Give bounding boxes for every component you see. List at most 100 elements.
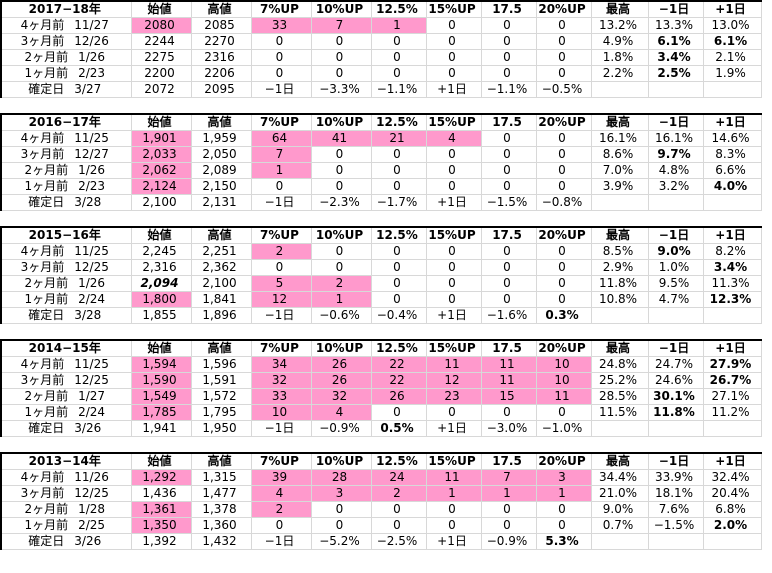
- column-header: 最高: [591, 113, 649, 131]
- table-cell: 1,436: [131, 485, 192, 502]
- table-cell: 7.0%: [591, 162, 649, 179]
- table-row: 2ヶ月前 1/28 1,361 1,378 2 0 0 0 0 0 9.0% 7.6% 6.8%: [0, 501, 762, 518]
- column-header: 高値: [191, 226, 252, 244]
- confirm-row: 確定日 3/28 1,855 1,896 −1日 −0.6% −0.4% +1日 −1.6% 0.…: [0, 307, 762, 324]
- table-cell: 0: [536, 404, 592, 421]
- table-cell: 0: [426, 33, 482, 50]
- table-cell: 0: [426, 146, 482, 163]
- spacer-cell: [1, 210, 761, 227]
- block-header-row: 2017−18年 始値 高値 7%UP 10%UP 12.5% 15%UP 17.5 20%UP…: [0, 0, 762, 18]
- table-cell: [648, 533, 704, 550]
- table-row: 3ヶ月前 12/25 1,436 1,477 4 3 2 1 1 1 21.0% 18.1% 20.4%: [0, 485, 762, 502]
- table-cell: 2,089: [191, 162, 252, 179]
- block-header-row: 2015−16年 始値 高値 7%UP 10%UP 12.5% 15%UP 17.5 20%UP…: [0, 226, 762, 244]
- table-cell: 0: [251, 65, 312, 82]
- table-cell: [703, 307, 762, 324]
- row-date: 11/25: [74, 244, 109, 258]
- column-header: 12.5%: [371, 452, 427, 470]
- column-header: 高値: [191, 452, 252, 470]
- table-cell: 0.3%: [535, 307, 592, 324]
- table-cell: 23: [426, 388, 482, 405]
- row-label-text: 2ヶ月前: [24, 276, 69, 290]
- table-cell: 4: [311, 404, 372, 421]
- table-cell: 2,245: [131, 243, 192, 260]
- table-cell: 1,594: [131, 356, 192, 373]
- table-row: 2ヶ月前 1/26 2,094 2,100 5 2 0 0 0 0 11.8% 9.5% 11.3%: [0, 275, 762, 292]
- column-header: 始値: [131, 452, 192, 470]
- row-date: 12/25: [74, 486, 109, 500]
- column-header: 高値: [191, 0, 252, 18]
- table-cell: 11.3%: [703, 275, 762, 292]
- table-row: 3ヶ月前 12/25 2,316 2,362 0 0 0 0 0 0 2.9% 1.0% 3.4%: [0, 259, 762, 276]
- row-date: 12/26: [74, 34, 109, 48]
- table-cell: −1.7%: [370, 194, 427, 211]
- table-cell: 4.9%: [591, 33, 649, 50]
- table-cell: 32: [311, 388, 372, 405]
- table-cell: 2244: [131, 33, 192, 50]
- table-cell: 2206: [191, 65, 252, 82]
- column-header: +1日: [703, 226, 762, 244]
- row-label: 1ヶ月前 2/24: [0, 404, 132, 421]
- table-cell: 1: [251, 162, 312, 179]
- table-cell: 0: [311, 65, 372, 82]
- table-cell: 1,591: [191, 372, 252, 389]
- table-cell: 0: [426, 501, 482, 518]
- row-label: 1ヶ月前 2/25: [0, 517, 132, 534]
- table-cell: 21: [371, 130, 427, 147]
- table-cell: 0: [481, 501, 537, 518]
- table-cell: 0: [481, 162, 537, 179]
- row-label-text: 2ヶ月前: [24, 50, 69, 64]
- column-header: 20%UP: [536, 339, 592, 357]
- column-header: +1日: [703, 0, 762, 18]
- row-label: 1ヶ月前 2/23: [0, 178, 132, 195]
- table-row: 1ヶ月前 2/24 1,785 1,795 10 4 0 0 0 0 11.5% 11.8% 11.2%: [0, 404, 762, 421]
- column-header: 10%UP: [311, 226, 372, 244]
- table-cell: −0.6%: [310, 307, 372, 324]
- table-cell: +1日: [425, 307, 482, 324]
- row-label-text: 確定日: [28, 421, 65, 435]
- table-cell: 10: [251, 404, 312, 421]
- column-header: 高値: [191, 339, 252, 357]
- table-cell: 2,033: [131, 146, 192, 163]
- row-label-text: 2ヶ月前: [24, 502, 69, 516]
- table-row: 4ヶ月前 11/25 2,245 2,251 2 0 0 0 0 0 8.5% 9.0% 8.2%: [0, 243, 762, 260]
- column-header: −1日: [648, 452, 704, 470]
- table-cell: 8.3%: [703, 146, 762, 163]
- row-label-text: 2ヶ月前: [24, 389, 69, 403]
- table-cell: 0: [311, 178, 372, 195]
- row-label-text: 1ヶ月前: [24, 179, 69, 193]
- table-row: 1ヶ月前 2/23 2200 2206 0 0 0 0 0 0 2.2% 2.5% 1.9%: [0, 65, 762, 82]
- table-cell: 0: [371, 404, 427, 421]
- table-cell: 1,549: [131, 388, 192, 405]
- table-cell: 27.9%: [703, 356, 762, 373]
- table-cell: 0: [481, 259, 537, 276]
- table-cell: 0: [536, 501, 592, 518]
- table-cell: 0: [536, 33, 592, 50]
- spacer-cell: [1, 436, 761, 453]
- table-cell: 18.1%: [648, 485, 704, 502]
- table-cell: 0: [536, 65, 592, 82]
- table-cell: 2,316: [131, 259, 192, 276]
- column-header: 17.5: [481, 226, 537, 244]
- row-date: 12/25: [74, 260, 109, 274]
- table-cell: 0: [311, 517, 372, 534]
- table-cell: 0: [371, 65, 427, 82]
- table-cell: 2: [371, 485, 427, 502]
- table-row: 3ヶ月前 12/26 2244 2270 0 0 0 0 0 0 4.9% 6.1% 6.1%: [0, 33, 762, 50]
- table-cell: 7.6%: [648, 501, 704, 518]
- row-date: 3/28: [74, 195, 102, 209]
- block-spacer: [1, 436, 761, 453]
- table-row: 2ヶ月前 1/26 2275 2316 0 0 0 0 0 0 1.8% 3.4% 2.1%: [0, 49, 762, 66]
- table-cell: 0: [536, 517, 592, 534]
- row-label-text: 4ヶ月前: [20, 470, 65, 484]
- year-label: 2013−14年: [0, 452, 132, 470]
- table-cell: 0: [426, 404, 482, 421]
- row-label: 4ヶ月前 11/25: [0, 130, 132, 147]
- block-header-row: 2013−14年 始値 高値 7%UP 10%UP 12.5% 15%UP 17.5 20%UP…: [0, 452, 762, 470]
- table-row: 4ヶ月前 11/25 1,594 1,596 34 26 22 11 11 10 24.8% 24.7…: [0, 356, 762, 373]
- table-cell: 0: [426, 243, 482, 260]
- table-cell: 0: [371, 146, 427, 163]
- row-label-text: 確定日: [28, 308, 65, 322]
- row-date: 2/25: [78, 518, 106, 532]
- table-cell: 28.5%: [591, 388, 649, 405]
